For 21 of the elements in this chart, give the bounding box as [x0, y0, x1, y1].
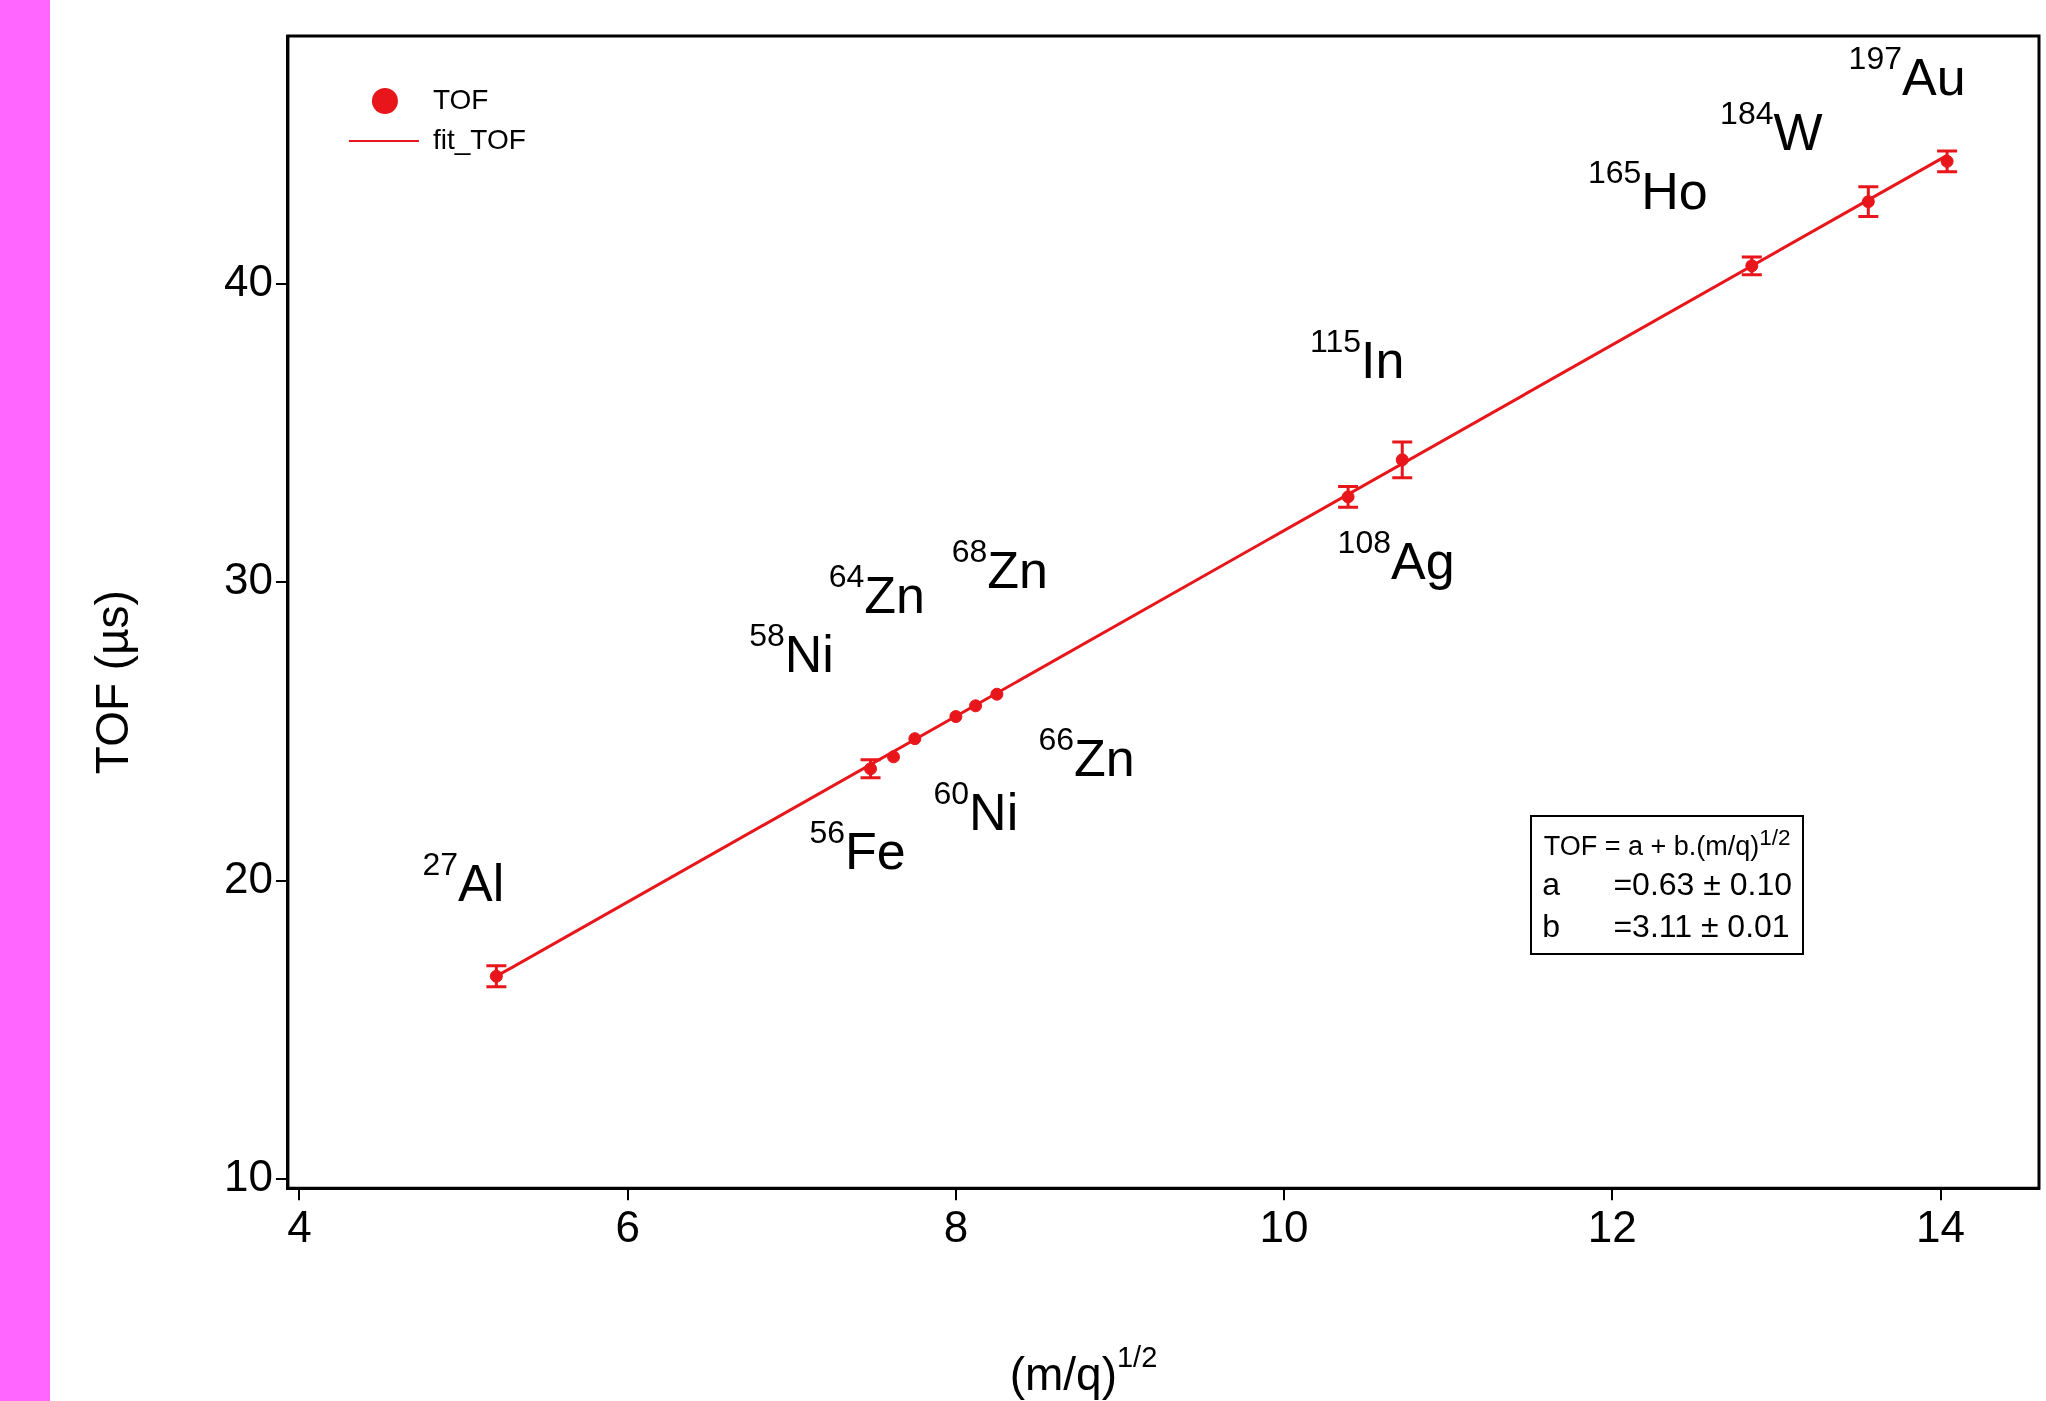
x-tick-label: 8 [943, 1201, 969, 1251]
x-tick-label: 12 [1587, 1201, 1637, 1251]
point [969, 699, 983, 713]
point [908, 732, 922, 746]
y-axis-title: TOF (µs) [86, 590, 138, 775]
x-tick-label: 6 [615, 1201, 640, 1251]
legend-label: TOF [432, 83, 489, 115]
annotation: b =3.11 ± 0.01 [1542, 906, 1791, 946]
point [887, 750, 901, 764]
x-tick-label: 10 [1259, 1201, 1309, 1251]
point [990, 687, 1004, 701]
y-tick-label: 30 [223, 554, 273, 604]
annotation: a =0.63 ± 0.10 [1542, 865, 1792, 905]
annotation: TOF = a + b.(m/q)$^{1/2}$ [1542, 824, 1792, 864]
x-tick-label: 14 [1916, 1201, 1966, 1251]
y-tick-label: 40 [223, 255, 273, 305]
y-tick-label: 10 [223, 1151, 273, 1201]
legend-label: fit_TOF [432, 123, 526, 155]
point [949, 710, 963, 724]
y-tick-label: 20 [223, 852, 273, 902]
x-tick-label: 4 [287, 1201, 312, 1251]
